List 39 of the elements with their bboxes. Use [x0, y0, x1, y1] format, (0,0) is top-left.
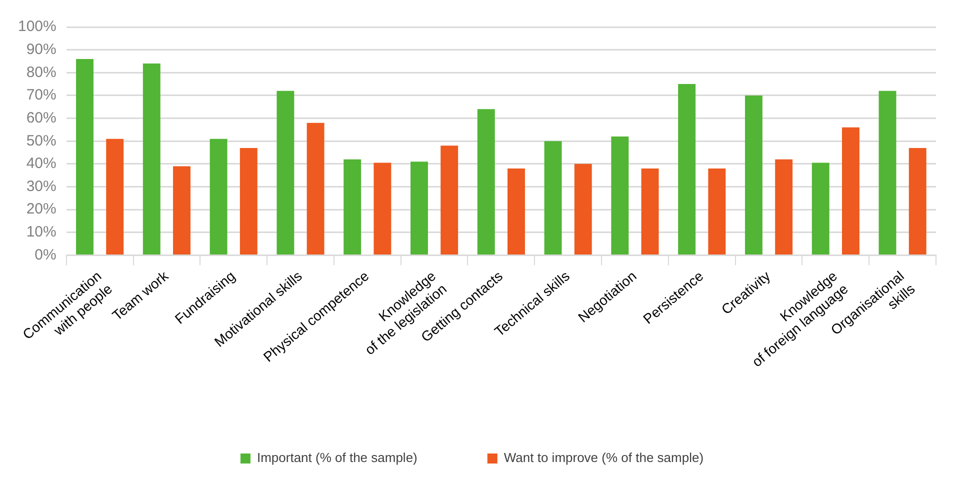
bar	[76, 58, 94, 254]
bar	[775, 159, 793, 254]
bar	[477, 109, 495, 254]
bar	[708, 168, 726, 254]
y-tick-label: 10%	[26, 224, 56, 241]
bar	[374, 162, 392, 254]
bar	[744, 95, 762, 254]
bar	[210, 138, 228, 254]
y-tick-label: 70%	[26, 86, 56, 104]
y-tick-label: 0%	[34, 246, 56, 264]
legend-label: Important (% of the sample)	[256, 450, 418, 466]
y-tick-label: 60%	[26, 109, 56, 126]
bar	[544, 141, 562, 254]
bar	[908, 148, 926, 254]
y-tick-label: 40%	[26, 155, 56, 172]
y-tick-label: 20%	[26, 200, 56, 218]
bar	[306, 122, 324, 254]
bar	[508, 168, 525, 254]
y-tick-label: 50%	[26, 132, 56, 150]
bar	[410, 162, 428, 254]
bar	[106, 138, 124, 254]
y-tick-label: 100%	[18, 18, 56, 36]
bar	[344, 159, 362, 254]
y-tick-label: 80%	[26, 64, 56, 81]
y-tick-label: 90%	[26, 40, 56, 58]
bar	[641, 168, 659, 254]
bar	[812, 162, 830, 254]
bar	[173, 166, 190, 254]
bar	[878, 90, 896, 254]
bar	[842, 127, 860, 254]
legend-label: Want to improve (% of the sample)	[504, 450, 704, 466]
y-tick-label: 30%	[26, 178, 56, 195]
bar	[574, 164, 592, 254]
bar	[240, 148, 258, 254]
bar	[142, 64, 160, 254]
bar	[611, 136, 629, 254]
bar	[440, 146, 458, 254]
bar	[276, 90, 294, 254]
bar	[678, 84, 696, 254]
